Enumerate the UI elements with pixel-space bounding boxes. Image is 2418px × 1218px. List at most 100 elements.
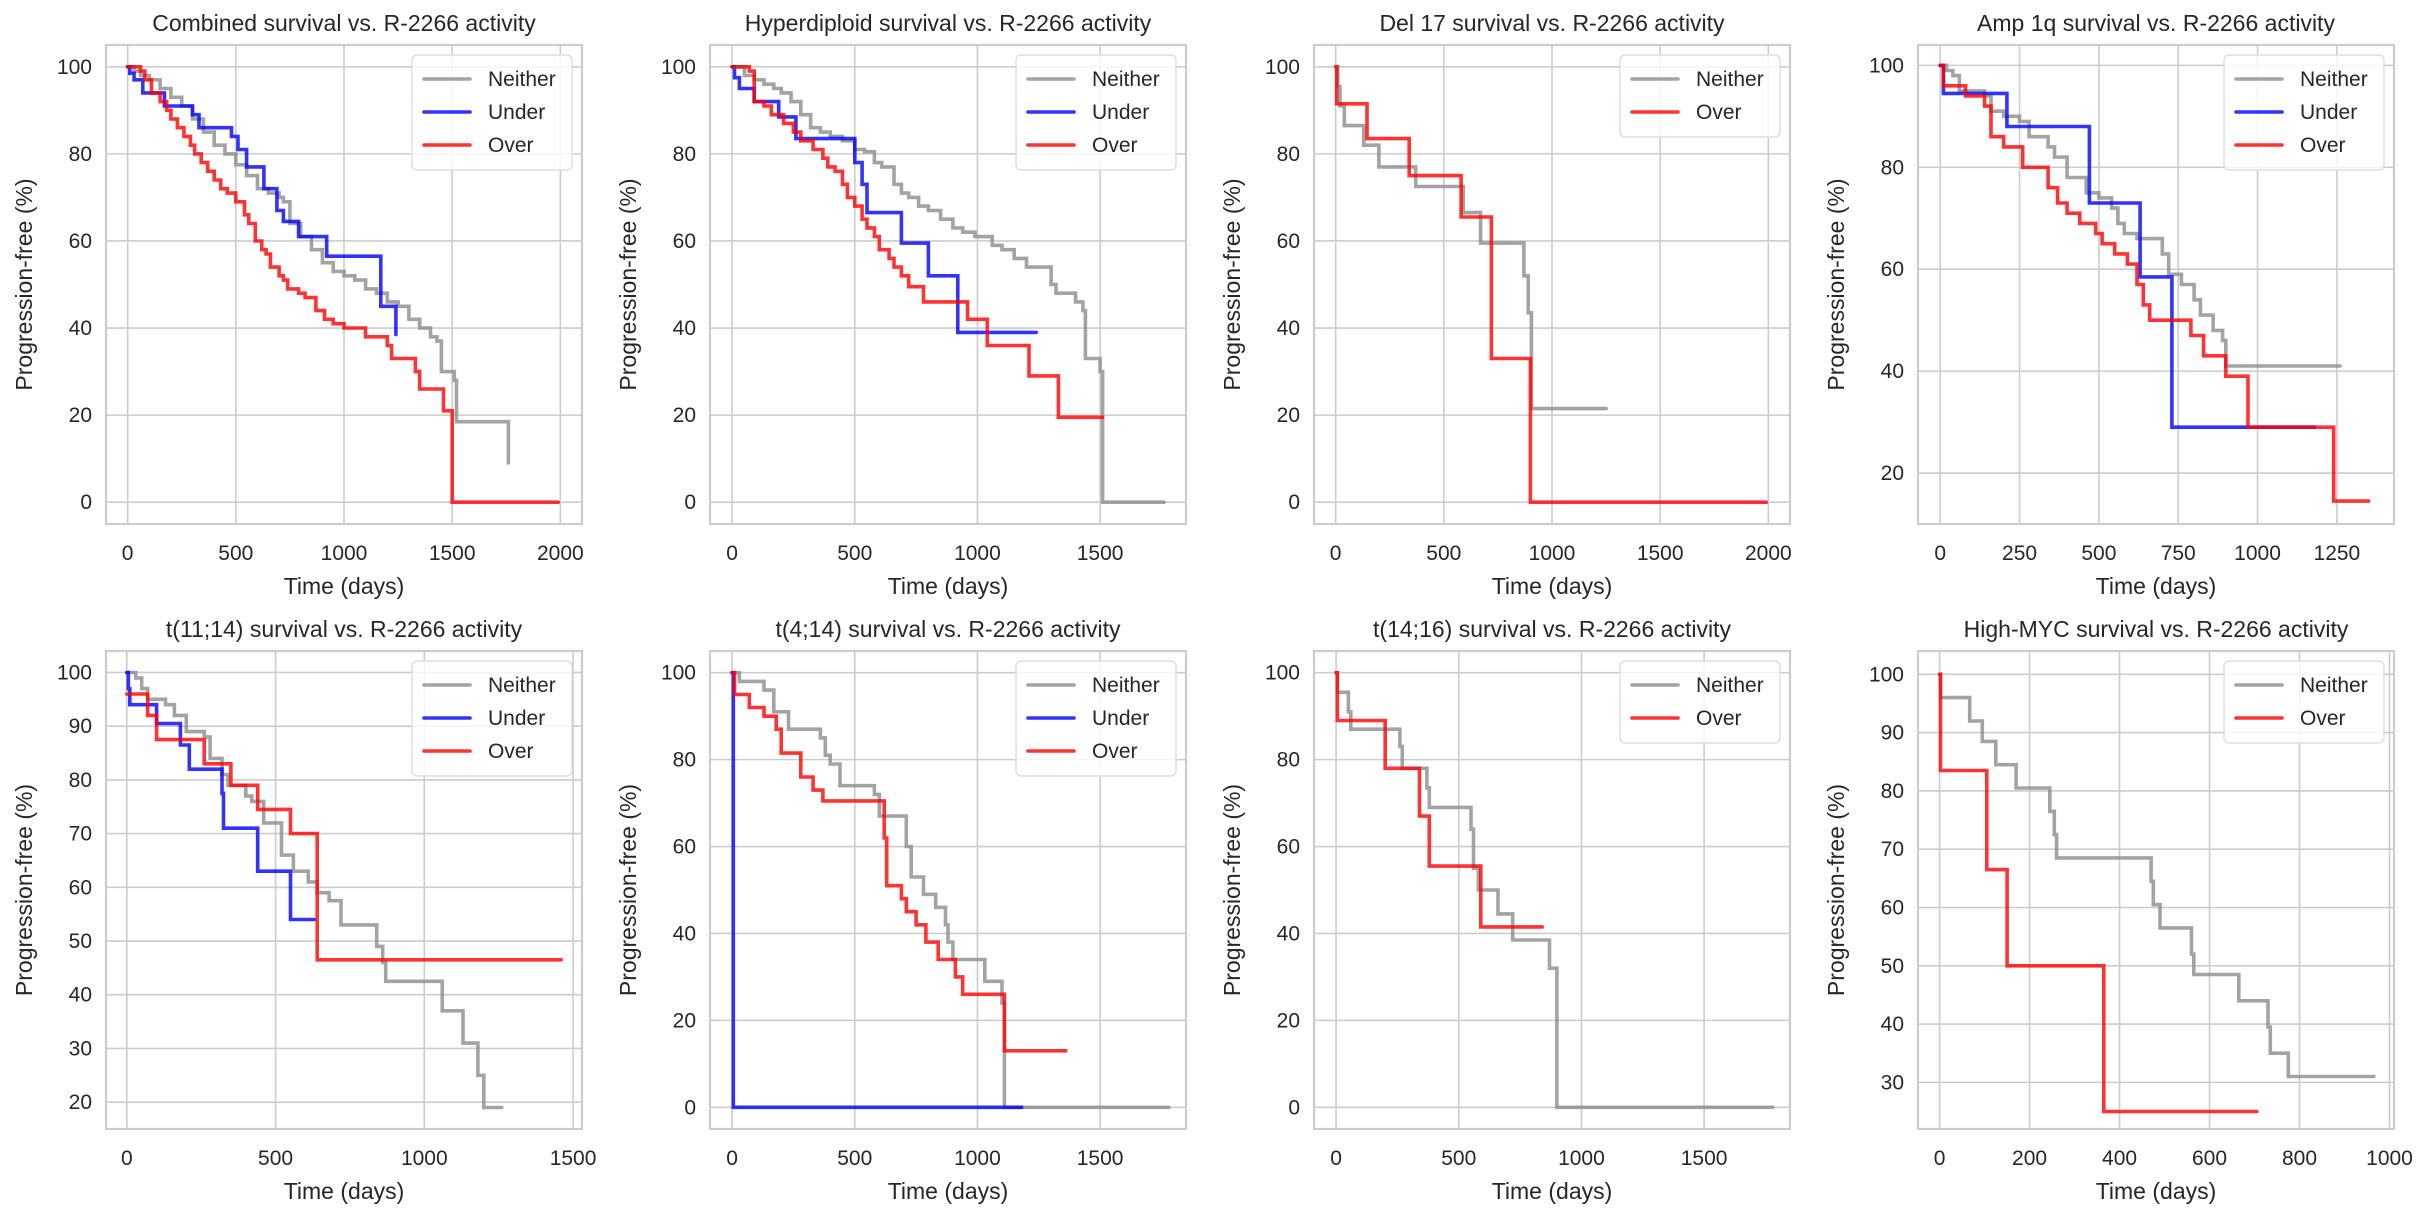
legend: Neither Under Over — [1015, 660, 1177, 777]
legend-label: Neither — [1092, 68, 1160, 91]
x-tick-label: 0 — [121, 1147, 133, 1170]
legend-box — [2223, 54, 2385, 171]
x-axis-label: Time (days) — [284, 1178, 405, 1204]
y-tick-label: 30 — [1881, 1071, 1904, 1094]
x-tick-label: 2000 — [1745, 542, 1792, 565]
x-tick-label: 1000 — [1558, 1147, 1605, 1170]
panel-8: 0 200 400 600 800 1000 30 40 50 60 70 80 90 100 High-M… — [1823, 616, 2413, 1204]
y-tick-label: 40 — [1881, 360, 1904, 383]
axes-frame — [1916, 43, 2396, 526]
y-tick-label: 60 — [1881, 896, 1904, 919]
legend-box — [1619, 660, 1781, 744]
legend-label: Over — [1092, 740, 1138, 763]
x-tick-label: 1250 — [2314, 542, 2361, 565]
x-tick-label: 0 — [1330, 1147, 1342, 1170]
legend-label: Over — [488, 740, 534, 763]
x-tick-label: 1000 — [954, 1147, 1001, 1170]
legend: Neither Under Over — [411, 54, 573, 171]
y-tick-label: 100 — [57, 56, 92, 79]
legend-box — [2223, 660, 2385, 744]
survival-curve-over — [730, 670, 1068, 1053]
survival-curve-over — [1333, 65, 1768, 504]
x-tick-label: 1000 — [401, 1147, 448, 1170]
y-tick-label: 20 — [1881, 462, 1904, 485]
legend-box — [1015, 54, 1177, 171]
x-tick-label: 500 — [218, 542, 253, 565]
x-axis-label: Time (days) — [888, 1178, 1009, 1204]
y-tick-label: 60 — [673, 836, 696, 859]
legend: Neither Under Over — [411, 660, 573, 777]
x-axis-label: Time (days) — [888, 573, 1009, 599]
x-tick-label: 1500 — [1681, 1147, 1728, 1170]
x-tick-label: 1000 — [954, 542, 1001, 565]
x-tick-label: 750 — [2161, 542, 2196, 565]
y-tick-label: 30 — [69, 1037, 92, 1060]
y-tick-label: 40 — [69, 984, 92, 1007]
survival-curve-neither — [125, 670, 504, 1110]
x-tick-label: 0 — [1934, 1147, 1946, 1170]
chart-title: Hyperdiploid survival vs. R-2266 activit… — [745, 10, 1152, 36]
y-tick-label: 80 — [1881, 780, 1904, 803]
x-tick-label: 600 — [2192, 1147, 2227, 1170]
x-tick-label: 1500 — [1077, 542, 1124, 565]
x-axis-label: Time (days) — [2096, 1178, 2217, 1204]
y-tick-label: 70 — [69, 823, 92, 846]
y-tick-label: 0 — [1288, 1096, 1300, 1119]
x-tick-label: 2000 — [537, 542, 584, 565]
y-tick-label: 60 — [673, 230, 696, 253]
x-tick-label: 0 — [122, 542, 134, 565]
chart-title: Del 17 survival vs. R-2266 activity — [1379, 10, 1725, 36]
panel-1: 0 500 1000 1500 2000 0 20 40 60 80 100 Combined sur… — [11, 10, 584, 599]
axes-frame — [1312, 43, 1792, 526]
x-tick-label: 500 — [258, 1147, 293, 1170]
survival-curve-under — [125, 670, 317, 922]
legend-label: Neither — [2300, 674, 2368, 697]
y-tick-label: 20 — [1277, 1009, 1300, 1032]
chart-title: High-MYC survival vs. R-2266 activity — [1964, 616, 2349, 642]
y-tick-label: 100 — [661, 662, 696, 685]
survival-curve-over — [125, 65, 560, 504]
legend-label: Neither — [488, 674, 556, 697]
y-tick-label: 100 — [661, 56, 696, 79]
y-tick-label: 100 — [1265, 56, 1300, 79]
y-axis-label: Progression-free (%) — [1219, 784, 1245, 996]
panel-6: 0 500 1000 1500 0 20 40 60 80 100 t(4;14) survival… — [615, 616, 1188, 1204]
x-axis-label: Time (days) — [284, 573, 405, 599]
legend-box — [1015, 660, 1177, 777]
y-tick-label: 80 — [673, 749, 696, 772]
y-tick-label: 100 — [57, 661, 92, 684]
y-tick-label: 40 — [673, 317, 696, 340]
x-tick-label: 500 — [837, 542, 872, 565]
y-tick-label: 40 — [1277, 317, 1300, 340]
x-tick-label: 1500 — [429, 542, 476, 565]
x-tick-label: 0 — [726, 1147, 738, 1170]
x-axis-label: Time (days) — [1492, 573, 1613, 599]
legend: Neither Over — [1619, 660, 1781, 744]
x-tick-label: 1000 — [2234, 542, 2281, 565]
chart-title: t(11;14) survival vs. R-2266 activity — [166, 616, 523, 642]
y-tick-label: 100 — [1265, 662, 1300, 685]
legend-label: Under — [1092, 707, 1149, 730]
axes-frame — [708, 649, 1188, 1131]
axes-frame — [104, 649, 584, 1131]
survival-curve-over — [1334, 670, 1544, 929]
survival-curve-under — [1938, 63, 2317, 429]
survival-curve-over — [1937, 672, 2259, 1114]
y-tick-label: 20 — [1277, 404, 1300, 427]
y-tick-label: 0 — [684, 491, 696, 514]
legend-label: Neither — [1696, 68, 1764, 91]
x-tick-label: 500 — [2081, 542, 2116, 565]
x-tick-label: 1500 — [1637, 542, 1684, 565]
legend-label: Over — [488, 134, 534, 157]
y-tick-label: 100 — [1869, 663, 1904, 686]
legend: Neither Under Over — [1015, 54, 1177, 171]
x-tick-label: 1000 — [1529, 542, 1576, 565]
x-tick-label: 500 — [1441, 1147, 1476, 1170]
panel-5: 0 500 1000 1500 20 30 40 50 60 70 80 90 100 t(11;14) … — [11, 616, 596, 1204]
y-tick-label: 90 — [1881, 722, 1904, 745]
legend-label: Over — [1696, 707, 1742, 730]
y-tick-label: 80 — [1277, 749, 1300, 772]
y-tick-label: 90 — [69, 715, 92, 738]
axes-frame — [1916, 649, 2396, 1131]
